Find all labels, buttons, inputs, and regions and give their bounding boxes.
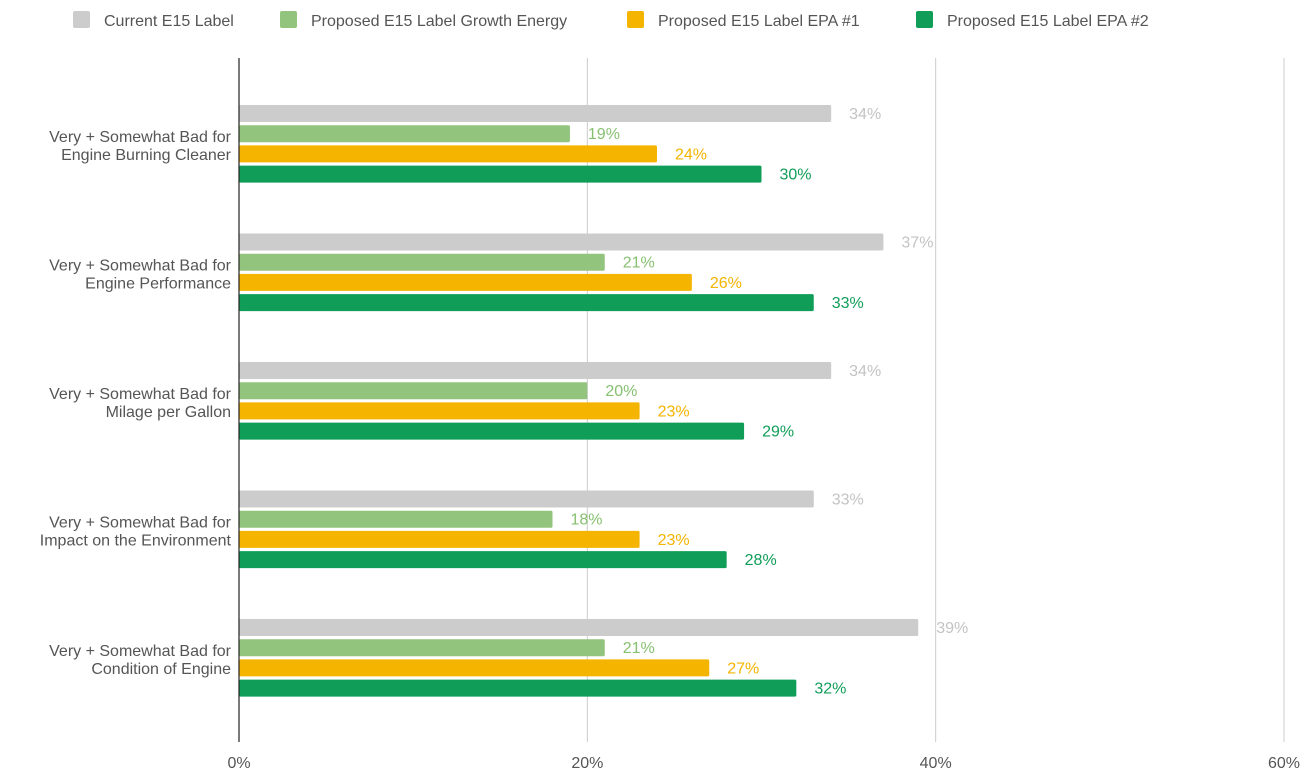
bar-5-3 — [239, 659, 710, 677]
bar-5-2 — [239, 639, 605, 657]
x-tick-label-0: 0% — [227, 755, 250, 772]
bar-2-3 — [239, 273, 692, 291]
legend-label-2: Proposed E15 Label Growth Energy — [311, 13, 567, 30]
category-label-2-line-2: Engine Performance — [85, 276, 231, 293]
bar-3-1 — [239, 362, 832, 379]
legend-swatch-4 — [916, 11, 933, 28]
value-label-4-1: 33% — [832, 492, 864, 509]
bar-2-4 — [239, 294, 814, 312]
bar-4-3 — [239, 530, 640, 548]
category-label-5-line-1: Very + Somewhat Bad for — [49, 643, 232, 660]
x-tick-label-3: 60% — [1268, 755, 1300, 772]
bar-3-3 — [239, 402, 640, 420]
value-label-1-4: 30% — [780, 167, 812, 184]
value-label-5-1: 39% — [936, 620, 968, 637]
bar-5-1 — [239, 619, 919, 636]
bars — [239, 105, 919, 697]
value-label-5-4: 32% — [814, 681, 846, 698]
category-label-3-line-2: Milage per Gallon — [106, 404, 231, 421]
bar-1-2 — [239, 125, 570, 143]
bar-2-1 — [239, 233, 884, 251]
value-label-1-2: 19% — [588, 126, 620, 143]
category-label-3-line-1: Very + Somewhat Bad for — [49, 386, 232, 403]
x-tick-label-2: 40% — [920, 755, 952, 772]
bar-4-1 — [239, 490, 814, 508]
value-label-2-2: 21% — [623, 255, 655, 272]
legend-label-3: Proposed E15 Label EPA #1 — [658, 13, 860, 30]
value-label-4-3: 23% — [658, 532, 690, 549]
value-labels: 34% 19% 24% 30% 37% 21% 26% 33% 34% 20% 23% 29% 33% 1… — [571, 106, 969, 698]
legend-label-1: Current E15 Label — [104, 13, 234, 30]
legend-swatch-1 — [73, 11, 90, 28]
value-label-4-4: 28% — [745, 552, 777, 569]
category-label-2-line-1: Very + Somewhat Bad for — [49, 258, 232, 275]
bar-4-2 — [239, 510, 553, 528]
category-label-5-line-2: Condition of Engine — [91, 661, 231, 678]
x-axis: 0% 20% 40% 60% — [227, 58, 1300, 772]
bar-4-4 — [239, 551, 727, 569]
legend-label-4: Proposed E15 Label EPA #2 — [947, 13, 1149, 30]
value-label-4-2: 18% — [571, 512, 603, 529]
value-label-1-3: 24% — [675, 146, 707, 163]
bar-1-4 — [239, 165, 762, 183]
bar-2-2 — [239, 253, 605, 271]
value-label-5-2: 21% — [623, 640, 655, 657]
value-label-5-3: 27% — [727, 660, 759, 677]
x-tick-label-1: 20% — [571, 755, 603, 772]
bar-3-4 — [239, 422, 745, 440]
legend-swatch-3 — [627, 11, 644, 28]
legend-swatch-2 — [280, 11, 297, 28]
value-label-2-3: 26% — [710, 275, 742, 292]
category-label-1-line-2: Engine Burning Cleaner — [61, 147, 232, 164]
category-label-4-line-1: Very + Somewhat Bad for — [49, 515, 232, 532]
category-label-1-line-1: Very + Somewhat Bad for — [49, 129, 232, 146]
bar-5-4 — [239, 679, 797, 697]
bar-1-3 — [239, 145, 657, 163]
category-label-4-line-2: Impact on the Environment — [40, 533, 232, 550]
value-label-2-1: 37% — [901, 235, 933, 252]
value-label-3-3: 23% — [658, 403, 690, 420]
bar-1-1 — [239, 105, 832, 122]
value-label-3-2: 20% — [605, 383, 637, 400]
bar-3-2 — [239, 382, 588, 400]
value-label-2-4: 33% — [832, 295, 864, 312]
legend: Current E15 Label Proposed E15 Label Grow… — [73, 11, 1149, 30]
value-label-3-4: 29% — [762, 424, 794, 441]
value-label-1-1: 34% — [849, 106, 881, 123]
value-label-3-1: 34% — [849, 363, 881, 380]
